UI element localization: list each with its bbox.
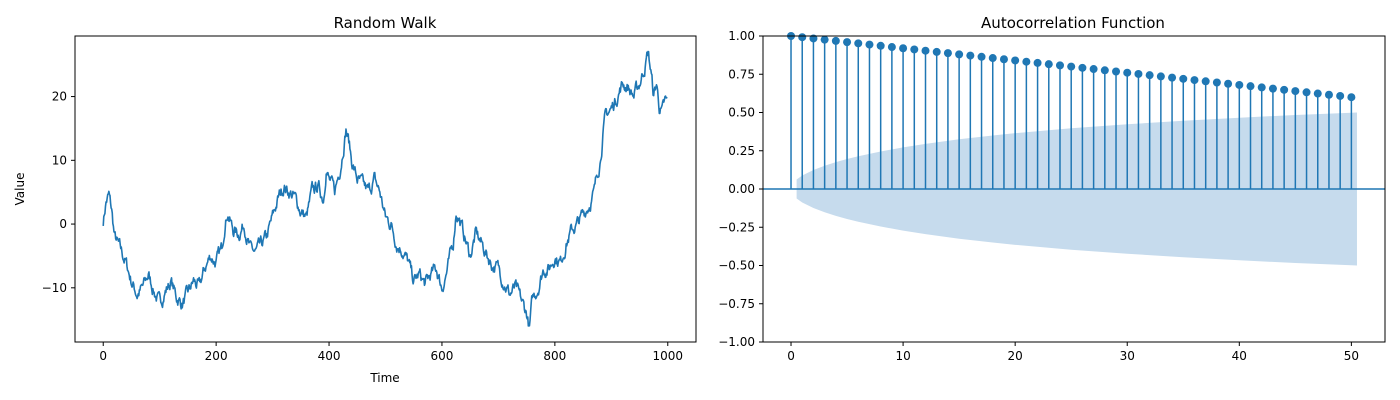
x-axis-ticks: 0 10 20 30 40 50 [787,342,1359,363]
stem-marker [1347,93,1356,102]
y-tick-label: 0 [59,217,67,231]
stem-marker [966,51,975,60]
stem-marker [1224,79,1233,88]
stem-marker [1100,66,1109,75]
x-tick-label: 30 [1120,349,1135,363]
stem-marker [1246,82,1255,91]
x-tick-label: 0 [787,349,795,363]
stem-marker [1156,72,1165,81]
stem-marker [887,43,896,52]
stem-marker [820,35,829,44]
y-tick-label: 20 [52,90,67,104]
x-axis-ticks: 0 200 400 600 800 1000 [99,342,683,363]
stem-marker [999,55,1008,64]
y-axis-label: Value [13,173,27,206]
stem-marker [932,47,941,56]
stem-marker [1055,61,1064,70]
chart-title: Random Walk [334,14,437,32]
y-tick-label: −0.25 [718,220,755,234]
x-tick-label: 10 [895,349,910,363]
y-tick-label: −0.75 [718,297,755,311]
stem-marker [865,40,874,49]
x-tick-label: 400 [318,349,341,363]
stem-marker [1112,67,1121,76]
y-tick-label: −10 [42,281,67,295]
y-tick-label: 0.50 [728,106,755,120]
stem-marker [988,54,997,63]
stem-marker [1212,78,1221,87]
x-tick-label: 1000 [652,349,683,363]
y-tick-label: 0.00 [728,182,755,196]
stem-marker [1078,63,1087,72]
stem-marker [1011,56,1020,65]
y-tick-label: 1.00 [728,29,755,43]
stem-marker [1235,80,1244,89]
stem-marker [843,38,852,47]
stem-marker [955,50,964,59]
stem-marker [1280,85,1289,94]
y-tick-label: −1.00 [718,335,755,349]
stem-marker [1336,91,1345,100]
stem-marker [1201,77,1210,86]
stem-marker [1145,71,1154,80]
stem-marker [1324,90,1333,99]
acf-chart: Autocorrelation Function 0 10 20 30 40 50 −1.… [718,14,1386,363]
y-tick-label: 0.75 [728,67,755,81]
stem-marker [1291,87,1300,96]
x-tick-label: 0 [99,349,107,363]
stem-marker [1123,68,1132,77]
stem-marker [977,52,986,61]
stem-marker [1302,88,1311,97]
series-line [102,50,668,327]
stem-marker [1168,73,1177,82]
stem-marker [1268,84,1277,93]
axes-frame [74,35,697,343]
stem-marker [1089,65,1098,74]
y-tick-label: 0.25 [728,144,755,158]
random-walk-chart: Random Walk 0 200 400 600 800 1000 −10 0 10 20 T… [13,14,697,385]
plot-area [102,50,668,327]
stem-marker [1022,57,1031,66]
stem-marker [1190,76,1199,85]
x-tick-label: 50 [1344,349,1359,363]
stem-marker [1033,58,1042,67]
y-tick-label: 10 [52,153,67,167]
plot-area [763,32,1385,266]
x-tick-label: 800 [543,349,566,363]
x-axis-label: Time [369,371,399,385]
stem-marker [943,49,952,58]
stem-marker [910,45,919,54]
x-tick-label: 600 [431,349,454,363]
y-axis-ticks: −1.00 −0.75 −0.50 −0.25 0.00 0.25 0.50 0.75 1.00 [718,29,763,349]
stem-marker [1134,69,1143,78]
stem-marker [899,44,908,53]
stem-marker [1257,83,1266,92]
stem-marker [1044,60,1053,69]
stem-marker [854,39,863,48]
stem-marker [831,36,840,45]
stem-marker [876,41,885,50]
y-axis-ticks: −10 0 10 20 [42,90,75,295]
stem-marker [1313,89,1322,98]
stem-marker [921,46,930,55]
chart-title: Autocorrelation Function [981,14,1165,32]
x-tick-label: 200 [205,349,228,363]
stem-marker [1179,74,1188,83]
stem-marker [798,33,807,42]
x-tick-label: 40 [1232,349,1247,363]
stem-marker [1067,62,1076,71]
x-tick-label: 20 [1008,349,1023,363]
y-tick-label: −0.50 [718,259,755,273]
